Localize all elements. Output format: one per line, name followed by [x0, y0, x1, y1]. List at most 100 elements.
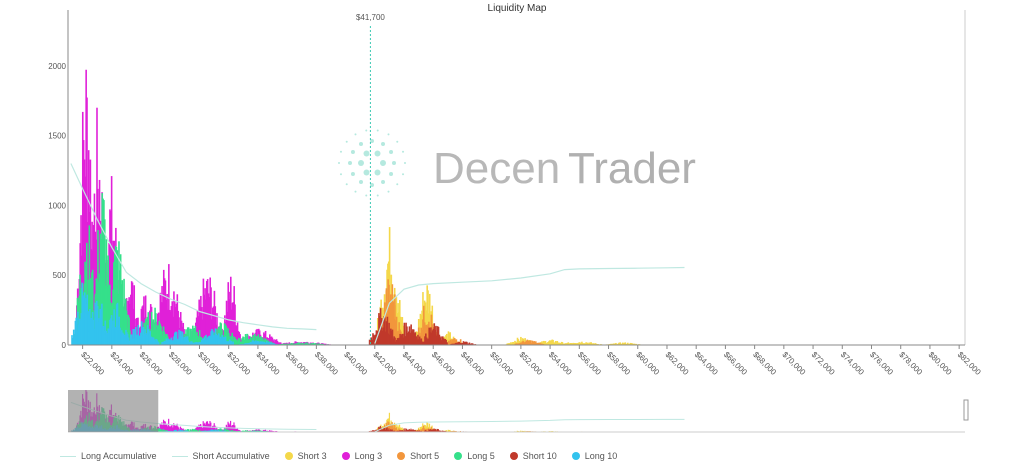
legend-item-long-5[interactable]: Long 5 — [454, 451, 495, 461]
x-tick-label: $30,000 — [196, 350, 223, 377]
bar — [204, 339, 207, 345]
range-navigator[interactable] — [68, 390, 969, 433]
bar — [78, 318, 81, 345]
bar — [415, 336, 418, 345]
legend-item-short-accumulative[interactable]: Short Accumulative — [171, 451, 270, 461]
navigator-selection-mask[interactable] — [68, 390, 159, 432]
bar — [416, 339, 418, 345]
bar — [90, 334, 92, 345]
bar — [307, 342, 309, 345]
legend-item-long-accumulative[interactable]: Long Accumulative — [60, 451, 157, 461]
legend-swatch — [509, 452, 518, 460]
navigator-bar — [428, 423, 431, 432]
navigator-bar — [217, 430, 219, 432]
x-tick-label: $34,000 — [255, 350, 282, 377]
bar — [518, 343, 520, 345]
legend-swatch — [397, 452, 406, 460]
bar — [590, 342, 593, 345]
x-tick-label: $40,000 — [342, 350, 369, 377]
bar — [97, 321, 100, 345]
bar — [99, 233, 102, 345]
legend-item-long-3[interactable]: Long 3 — [341, 451, 382, 461]
bar — [555, 342, 558, 345]
navigator-bar — [445, 430, 448, 432]
bar — [81, 282, 83, 345]
bar — [522, 340, 524, 345]
bar — [249, 342, 251, 345]
bar — [426, 325, 428, 345]
bar — [232, 302, 235, 345]
navigator-handle[interactable] — [963, 399, 969, 421]
legend-item-short-5[interactable]: Short 5 — [397, 451, 439, 461]
navigator-bar — [187, 429, 189, 432]
navigator-bar — [219, 428, 221, 432]
y-tick-label: 500 — [53, 271, 67, 280]
navigator-bar — [231, 430, 233, 432]
bar — [193, 343, 196, 345]
navigator-bar — [380, 427, 382, 432]
legend-item-short-3[interactable]: Short 3 — [284, 451, 327, 461]
bar — [103, 200, 105, 345]
navigator-bar — [174, 429, 176, 432]
bar — [112, 320, 115, 345]
bar — [454, 343, 456, 345]
navigator-bar — [197, 427, 199, 432]
bar — [227, 328, 229, 345]
bar — [197, 342, 200, 345]
bar — [86, 97, 88, 345]
bar — [535, 343, 538, 345]
bar — [223, 337, 225, 345]
bar — [561, 342, 564, 345]
navigator-bar — [171, 424, 173, 432]
navigator-bar — [390, 425, 392, 432]
bar — [199, 306, 201, 345]
bar — [564, 343, 566, 345]
bar — [186, 327, 189, 345]
navigator-bar — [448, 430, 450, 432]
bar — [115, 247, 118, 345]
x-tick-label: $48,000 — [459, 350, 486, 377]
navigator-bar — [188, 430, 190, 432]
bar — [544, 341, 547, 345]
bar — [277, 342, 280, 345]
bar — [125, 342, 128, 345]
bar — [211, 307, 214, 345]
bar — [275, 339, 278, 345]
bar — [536, 342, 539, 345]
bar — [205, 334, 207, 345]
bar — [157, 342, 160, 345]
bar — [525, 340, 528, 345]
bar — [186, 336, 189, 345]
bar — [196, 342, 199, 345]
bar — [173, 291, 175, 345]
navigator-bar — [199, 430, 201, 432]
legend-item-short-10[interactable]: Short 10 — [509, 451, 557, 461]
bar — [429, 332, 431, 345]
bar — [234, 304, 236, 345]
legend-swatch — [341, 452, 350, 460]
navigator-bar — [436, 430, 438, 432]
x-tick-label: $74,000 — [839, 350, 866, 377]
bar — [119, 270, 121, 345]
bar — [581, 341, 583, 345]
navigator-bar — [382, 425, 384, 432]
navigator-bar — [252, 430, 254, 432]
bar — [115, 327, 117, 345]
navigator-bar — [449, 429, 451, 432]
bar — [134, 338, 136, 345]
bar — [395, 339, 398, 345]
navigator-bar — [400, 430, 402, 432]
bar — [627, 343, 630, 345]
bar — [450, 341, 453, 345]
bar — [140, 332, 142, 345]
legend-item-long-10[interactable]: Long 10 — [571, 451, 617, 461]
bar — [125, 329, 127, 345]
bar — [387, 333, 390, 345]
bar — [448, 341, 451, 345]
bar — [206, 279, 209, 345]
bar — [195, 342, 198, 345]
bar — [149, 310, 151, 345]
navigator-bar — [271, 430, 273, 432]
navigator-bar — [197, 430, 200, 432]
navigator-bar — [180, 430, 183, 432]
